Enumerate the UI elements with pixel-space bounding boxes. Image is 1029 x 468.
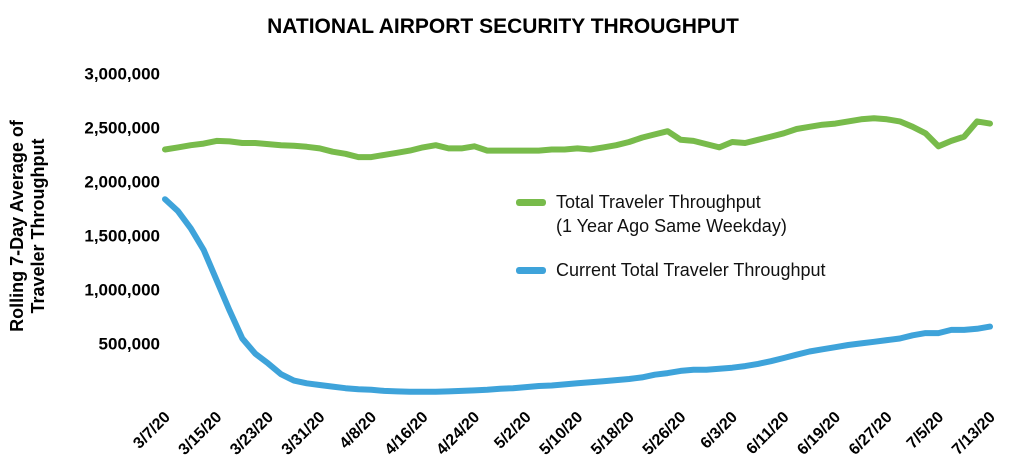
legend-item: Current Total Traveler Throughput (516, 258, 826, 282)
legend-item: Total Traveler Throughput (1 Year Ago Sa… (516, 190, 787, 238)
y-tick-label: 500,000 (99, 334, 160, 353)
legend-swatch (516, 267, 546, 274)
y-tick-label: 3,000,000 (84, 64, 160, 83)
x-tick-label: 4/8/20 (337, 409, 381, 453)
x-tick-label: 5/18/20 (588, 409, 638, 459)
x-tick-label: 6/27/20 (846, 409, 896, 459)
x-tick-label: 3/23/20 (227, 409, 277, 459)
legend-label: Total Traveler Throughput (1 Year Ago Sa… (556, 192, 787, 236)
x-tick-label: 7/13/20 (949, 409, 999, 459)
x-tick-label: 7/5/20 (904, 409, 948, 453)
series-line (162, 115, 993, 161)
x-tick-label: 6/19/20 (794, 409, 844, 459)
x-tick-label: 5/2/20 (491, 409, 535, 453)
series-line (162, 196, 993, 395)
x-tick-label: 6/3/20 (698, 409, 742, 453)
y-tick-label: 2,500,000 (84, 118, 160, 137)
y-tick-label: 2,000,000 (84, 172, 160, 191)
chart-title: NATIONAL AIRPORT SECURITY THROUGHPUT (267, 15, 739, 38)
x-tick-label: 3/15/20 (176, 409, 226, 459)
x-tick-label: 3/31/20 (279, 409, 329, 459)
y-tick-label: 1,000,000 (84, 280, 160, 299)
x-tick-label: 5/26/20 (640, 409, 690, 459)
x-tick-label: 5/10/20 (537, 409, 587, 459)
x-tick-label: 4/24/20 (433, 409, 483, 459)
y-axis-label: Rolling 7-Day Average of Traveler Throug… (7, 120, 48, 332)
x-tick-label: 6/11/20 (743, 409, 792, 458)
x-tick-label: 3/7/20 (130, 409, 174, 453)
y-tick-label: 1,500,000 (84, 226, 160, 245)
legend-swatch (516, 199, 546, 206)
legend-label: Current Total Traveler Throughput (556, 260, 826, 280)
x-tick-label: 4/16/20 (382, 409, 432, 459)
